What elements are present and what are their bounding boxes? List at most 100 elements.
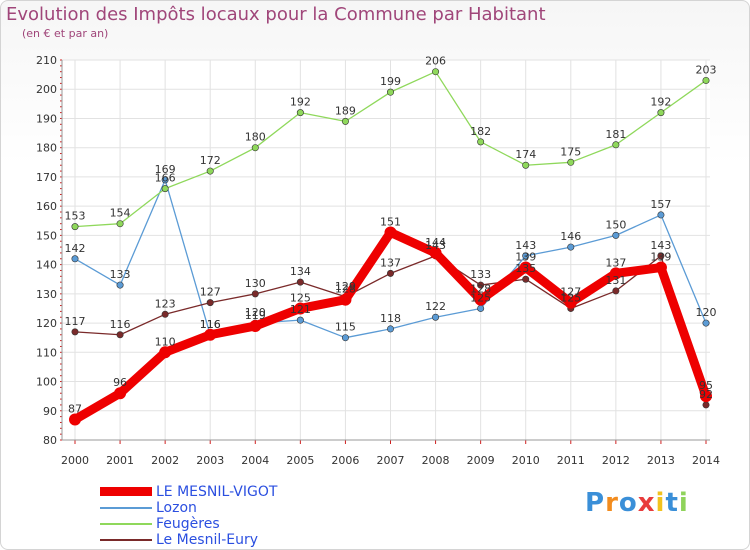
y-tick-label: 160 bbox=[36, 200, 57, 213]
data-label: 116 bbox=[110, 318, 131, 331]
data-label: 144 bbox=[425, 236, 446, 249]
data-point bbox=[702, 76, 710, 84]
chart-title: Evolution des Impôts locaux pour la Comm… bbox=[6, 4, 546, 25]
data-point bbox=[161, 185, 169, 193]
data-label: 175 bbox=[560, 145, 581, 158]
data-label: 172 bbox=[200, 154, 221, 167]
y-tick-label: 140 bbox=[36, 259, 57, 272]
logo-letter: x bbox=[637, 488, 656, 518]
data-point bbox=[612, 287, 620, 295]
data-label: 182 bbox=[470, 125, 491, 138]
data-point bbox=[206, 299, 214, 307]
data-label: 87 bbox=[68, 403, 82, 416]
x-tick-label: 2011 bbox=[557, 454, 585, 467]
data-point bbox=[114, 387, 127, 400]
x-tick-label: 2003 bbox=[196, 454, 224, 467]
data-label: 169 bbox=[155, 163, 176, 176]
data-label: 117 bbox=[65, 315, 86, 328]
data-point bbox=[702, 319, 710, 327]
data-point bbox=[386, 325, 394, 333]
data-label: 127 bbox=[200, 286, 221, 299]
data-label: 116 bbox=[200, 318, 221, 331]
data-point bbox=[384, 226, 397, 239]
data-label: 154 bbox=[110, 207, 131, 220]
x-tick-label: 2001 bbox=[106, 454, 134, 467]
data-label: 110 bbox=[155, 335, 176, 348]
data-label: 96 bbox=[113, 376, 127, 389]
y-tick-label: 210 bbox=[36, 54, 57, 67]
data-point bbox=[204, 328, 217, 341]
logo-letter: i bbox=[655, 488, 666, 518]
y-tick-label: 100 bbox=[36, 376, 57, 389]
data-point bbox=[477, 138, 485, 146]
data-label: 119 bbox=[245, 309, 266, 322]
data-point bbox=[116, 220, 124, 228]
data-label: 139 bbox=[515, 251, 536, 264]
data-label: 189 bbox=[335, 104, 356, 117]
legend-label: Feugères bbox=[156, 516, 220, 532]
data-label: 129 bbox=[335, 280, 356, 293]
data-point bbox=[296, 278, 304, 286]
data-point bbox=[477, 281, 485, 289]
legend-label: Le Mesnil-Eury bbox=[156, 532, 259, 548]
data-label: 125 bbox=[470, 291, 491, 304]
data-point bbox=[294, 302, 307, 315]
data-label: 130 bbox=[245, 277, 266, 290]
data-label: 115 bbox=[335, 321, 356, 334]
data-point bbox=[657, 211, 665, 219]
data-point bbox=[116, 281, 124, 289]
data-label: 125 bbox=[560, 291, 581, 304]
x-tick-label: 2012 bbox=[602, 454, 630, 467]
legend-swatch bbox=[100, 539, 152, 541]
data-point bbox=[522, 275, 530, 283]
data-label: 206 bbox=[425, 55, 446, 68]
data-label: 146 bbox=[560, 230, 581, 243]
data-point bbox=[700, 390, 712, 403]
series-lozon bbox=[71, 176, 710, 342]
data-point bbox=[251, 290, 259, 298]
data-point bbox=[206, 167, 214, 175]
data-label: 135 bbox=[515, 262, 536, 275]
plot-area bbox=[62, 60, 710, 440]
data-point bbox=[522, 161, 530, 169]
data-label: 128 bbox=[335, 283, 356, 296]
data-label: 133 bbox=[470, 268, 491, 281]
data-point bbox=[429, 246, 442, 259]
data-point bbox=[296, 316, 304, 324]
legend-swatch bbox=[100, 507, 152, 509]
legend-swatch bbox=[100, 523, 152, 525]
data-point bbox=[341, 117, 349, 125]
y-tick-label: 180 bbox=[36, 142, 57, 155]
data-label: 199 bbox=[380, 75, 401, 88]
data-label: 181 bbox=[605, 128, 626, 141]
legend-label: Lozon bbox=[156, 500, 197, 516]
data-label: 95 bbox=[699, 379, 713, 392]
data-point bbox=[159, 346, 172, 359]
data-point bbox=[519, 261, 532, 274]
x-tick-label: 2005 bbox=[286, 454, 314, 467]
data-point bbox=[702, 401, 710, 409]
logo-letter: o bbox=[618, 488, 638, 518]
data-point bbox=[612, 231, 620, 239]
data-point bbox=[251, 144, 259, 152]
data-label: 123 bbox=[155, 297, 176, 310]
data-point bbox=[386, 269, 394, 277]
x-tick-label: 2010 bbox=[512, 454, 540, 467]
y-tick-label: 200 bbox=[36, 83, 57, 96]
data-point bbox=[341, 334, 349, 342]
data-label: 121 bbox=[290, 303, 311, 316]
x-tick-label: 2008 bbox=[422, 454, 450, 467]
data-label: 128 bbox=[470, 283, 491, 296]
data-label: 137 bbox=[380, 256, 401, 269]
data-label: 127 bbox=[560, 286, 581, 299]
x-tick-label: 2013 bbox=[647, 454, 675, 467]
x-tick-label: 2009 bbox=[467, 454, 495, 467]
chart-subtitle: (en € et par an) bbox=[22, 27, 109, 40]
data-point bbox=[657, 252, 665, 260]
x-tick-label: 2000 bbox=[61, 454, 89, 467]
data-point bbox=[116, 331, 124, 339]
data-label: 143 bbox=[515, 239, 536, 252]
y-tick-label: 150 bbox=[36, 229, 57, 242]
data-label: 92 bbox=[699, 388, 713, 401]
